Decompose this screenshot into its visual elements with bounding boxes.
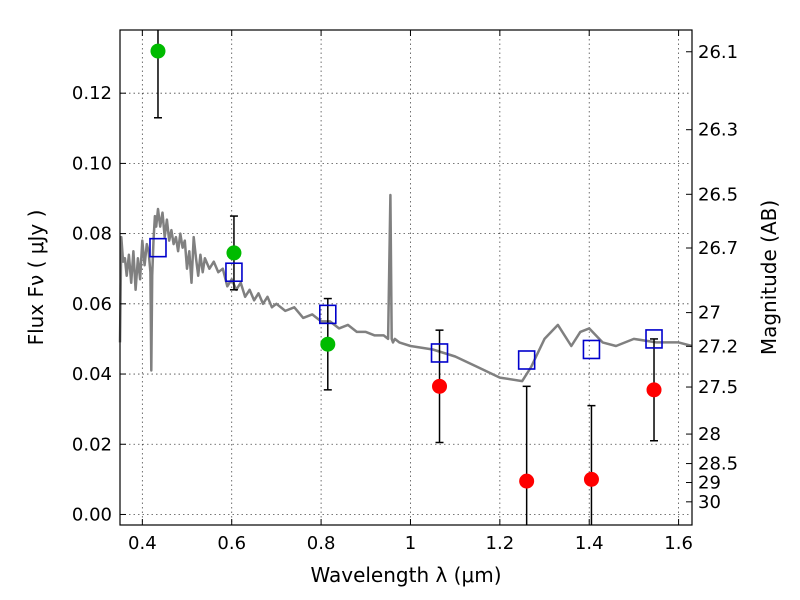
model-band-square [149,237,167,258]
y2-tick-label: 28 [698,424,721,445]
y2-tick-label: 28.5 [698,454,738,475]
y-tick-label: 0.08 [72,224,112,245]
model-band-square [582,339,601,360]
y2-tick-label: 26.7 [698,238,738,259]
x-tick-label: 1.6 [664,533,693,554]
model-band-square [430,343,449,363]
x-axis-title: Wavelength λ (μm) [310,563,501,587]
non-detection-point [646,382,662,398]
y2-tick-label: 27.5 [698,377,738,398]
y-tick-label: 0.12 [72,83,112,104]
y-tick-label: 0.04 [72,364,112,385]
y2-tick-label: 27.2 [698,336,738,357]
y-axis-ticks: 0.00 0.02 0.04 0.06 0.08 0.10 0.12 [72,83,126,525]
y2-tick-label: 26.5 [698,184,738,205]
error-bars [153,30,659,525]
detection-point [150,43,166,59]
x-tick-label: 0.4 [128,533,157,554]
non-detection-point [583,471,599,487]
y-tick-label: 0.02 [72,434,112,455]
x-tick-label: 0.6 [217,533,246,554]
non-detection-point [432,378,448,394]
y-tick-label: 0.06 [72,294,112,315]
data-markers [149,43,663,489]
plot-frame [119,29,693,526]
model-band-square [318,304,337,325]
y2-tick-label: 26.1 [698,42,738,63]
model-band-square [517,350,536,370]
x-tick-label: 1.4 [575,533,604,554]
x-tick-label: 1 [405,533,416,554]
x-tick-label: 1.2 [486,533,515,554]
model-band-square [645,329,663,349]
grid-lines [120,30,692,525]
y-axis-title: Flux Fν ( μJy ) [24,210,48,346]
x-tick-label: 0.8 [307,533,336,554]
y2-tick-label: 29 [698,473,721,494]
y2-tick-label: 30 [698,492,721,513]
y2-tick-label: 27 [698,303,721,324]
y2-axis-title: Magnitude (AB) [757,200,781,355]
template-spectrum-line [118,193,693,383]
model-band-square [225,262,243,283]
x-axis-ticks: 0.4 0.6 0.8 1 1.2 1.4 1.6 [128,30,693,554]
y2-tick-label: 26.3 [698,120,738,141]
template-spectrum [118,193,693,383]
non-detection-point [519,473,535,489]
y-tick-label: 0.00 [72,504,112,525]
detection-point [226,245,242,261]
y-tick-label: 0.10 [72,153,112,174]
detection-point [320,336,336,352]
